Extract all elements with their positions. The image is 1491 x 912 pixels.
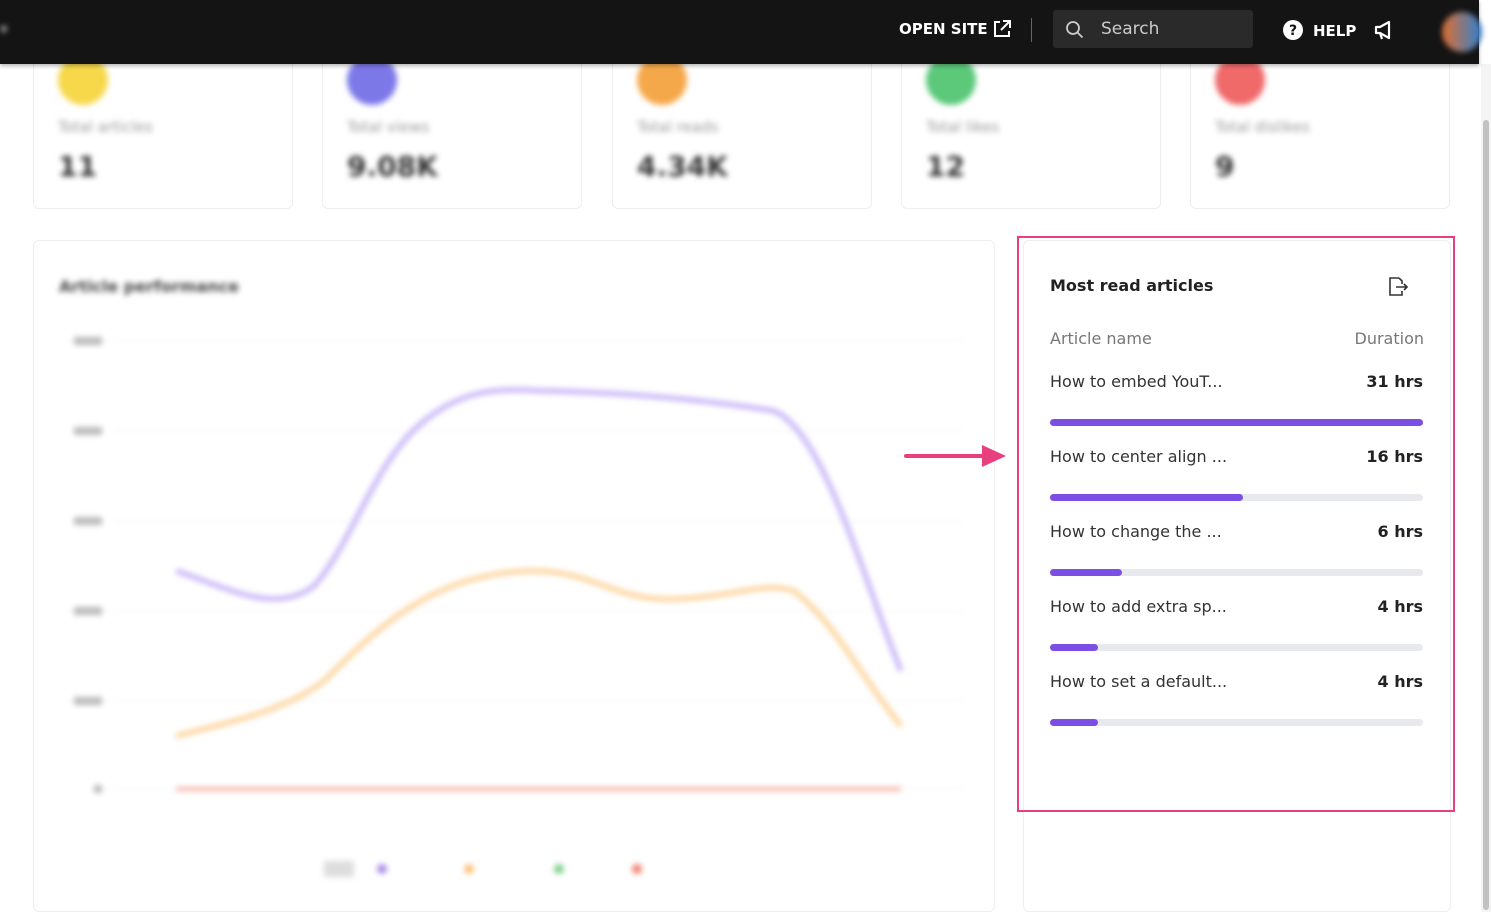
stat-label: Total reads [637, 118, 719, 136]
workspace-switcher[interactable]: ▾ [0, 20, 8, 38]
top-bar: ▾ OPEN SITE Search ? HELP [0, 0, 1482, 64]
search-placeholder: Search [1101, 19, 1160, 39]
performance-card: Article performance [33, 240, 995, 912]
most-read-title: Most read articles [1050, 276, 1214, 295]
pointer-arrow [904, 445, 1006, 467]
duration: 16 hrs [1366, 447, 1423, 466]
article-name[interactable]: How to embed YouT... [1050, 372, 1223, 391]
stat-value: 9.08K [347, 150, 438, 183]
announcement-icon[interactable] [1373, 18, 1397, 42]
duration: 31 hrs [1366, 372, 1423, 391]
article-name[interactable]: How to set a default... [1050, 672, 1228, 691]
duration: 4 hrs [1377, 672, 1423, 691]
highlight-box [1017, 236, 1455, 812]
search-icon [1066, 21, 1084, 39]
external-icon [994, 20, 1011, 37]
duration: 6 hrs [1377, 522, 1423, 541]
stat-label: Total articles [58, 118, 153, 136]
avatar[interactable] [1442, 12, 1482, 52]
help-icon[interactable]: ? [1282, 19, 1304, 41]
article-name[interactable]: How to change the ... [1050, 522, 1222, 541]
stat-label: Total views [347, 118, 430, 136]
stat-label: Total dislikes [1215, 118, 1310, 136]
progress-bar [1050, 419, 1423, 426]
progress-bar [1050, 644, 1099, 651]
stat-label: Total likes [926, 118, 1000, 136]
export-icon[interactable] [1386, 275, 1410, 299]
search-box[interactable]: Search [1053, 10, 1253, 48]
article-name[interactable]: How to add extra sp... [1050, 597, 1227, 616]
progress-bar [1050, 719, 1099, 726]
progress-track [1050, 569, 1423, 576]
help[interactable]: HELP [1313, 22, 1357, 40]
scrollbar[interactable] [1481, 64, 1491, 912]
stat-value: 11 [58, 150, 97, 183]
most-read-card: Most read articles Article name Duration [1023, 240, 1451, 912]
scroll-thumb[interactable] [1483, 120, 1489, 910]
svg-text:?: ? [1289, 23, 1297, 39]
duration: 4 hrs [1377, 597, 1423, 616]
article-name[interactable]: How to center align ... [1050, 447, 1228, 466]
column-header: Duration [1354, 329, 1425, 348]
stat-value: 12 [926, 150, 965, 183]
progress-track [1050, 644, 1423, 651]
stat-value: 9 [1215, 150, 1235, 183]
progress-bar [1050, 569, 1123, 576]
stat-value: 4.34K [637, 150, 728, 183]
divider [1031, 18, 1032, 42]
progress-bar [1050, 494, 1243, 501]
performance-chart [74, 337, 964, 877]
column-header: Article name [1050, 329, 1152, 348]
open-site[interactable]: OPEN SITE [899, 20, 988, 38]
progress-track [1050, 419, 1423, 426]
progress-track [1050, 494, 1423, 501]
progress-track [1050, 719, 1423, 726]
performance-title: Article performance [59, 277, 240, 296]
